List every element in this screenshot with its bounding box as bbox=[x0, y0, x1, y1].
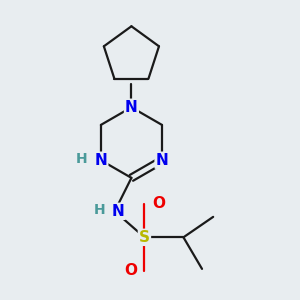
Text: H: H bbox=[93, 203, 105, 217]
Text: O: O bbox=[124, 263, 137, 278]
Text: O: O bbox=[152, 196, 165, 211]
Text: N: N bbox=[112, 204, 125, 219]
Text: N: N bbox=[156, 153, 168, 168]
Text: N: N bbox=[125, 100, 138, 115]
Text: N: N bbox=[94, 153, 107, 168]
Text: H: H bbox=[76, 152, 87, 166]
Text: S: S bbox=[139, 230, 150, 245]
